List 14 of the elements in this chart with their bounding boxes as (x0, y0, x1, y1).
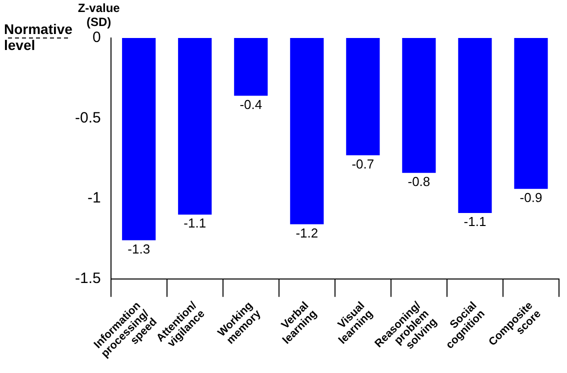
data-label: -0.4 (240, 96, 262, 112)
y-axis-title: Z-value (SD) (78, 1, 120, 29)
data-label: -1.1 (184, 216, 206, 231)
data-label: -1.3 (128, 241, 150, 256)
ref-line-label: Normative level (4, 21, 73, 53)
data-label: -0.7 (352, 156, 374, 172)
y-tick-label: -1.5 (74, 270, 101, 287)
y-tick-label: -1 (88, 190, 101, 207)
data-label: -1.2 (296, 225, 318, 240)
data-label: -0.9 (520, 190, 542, 206)
y-tick-label: 0 (92, 29, 101, 46)
y-tick-label: -0.5 (74, 109, 101, 126)
data-label: -0.8 (408, 174, 430, 189)
data-label: -1.1 (464, 214, 486, 230)
